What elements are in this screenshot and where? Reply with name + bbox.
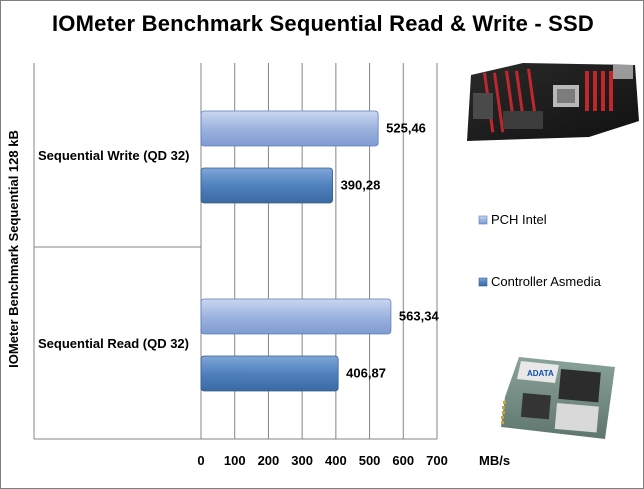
legend-swatch-pch xyxy=(478,215,488,225)
x-tick-label-600: 600 xyxy=(392,453,414,468)
data-label-write-controller-asmedia: 390,28 xyxy=(341,178,381,193)
ssd-brand-text: ADATA xyxy=(527,369,554,378)
bar-write-pch-intel xyxy=(200,110,379,147)
data-label-read-pch-intel: 563,34 xyxy=(399,309,440,324)
legend-swatch-asmedia xyxy=(478,277,488,287)
x-tick-labels: 0 100 200 300 400 500 600 700 xyxy=(197,453,447,468)
ssd-image: ADATA xyxy=(501,357,615,439)
x-tick-label-500: 500 xyxy=(359,453,381,468)
category-label-write: Sequential Write (QD 32) xyxy=(38,148,189,163)
x-tick-label-300: 300 xyxy=(291,453,313,468)
legend-label-asmedia: Controller Asmedia xyxy=(491,274,602,289)
x-tick-label-400: 400 xyxy=(325,453,347,468)
data-label-read-controller-asmedia: 406,87 xyxy=(346,366,386,381)
x-tick-label-0: 0 xyxy=(197,453,204,468)
bars-group: 525,46 390,28 563,34 406,87 xyxy=(200,110,440,392)
x-axis-title: MB/s xyxy=(479,453,510,468)
bar-read-controller-asmedia xyxy=(200,355,339,392)
x-tick-label-100: 100 xyxy=(224,453,246,468)
x-tick-label-200: 200 xyxy=(258,453,280,468)
chart-title: IOMeter Benchmark Sequential Read & Writ… xyxy=(51,11,595,36)
legend-label-pch: PCH Intel xyxy=(491,212,547,227)
bar-write-controller-asmedia xyxy=(200,167,333,204)
bar-read-pch-intel xyxy=(200,298,392,335)
data-label-write-pch-intel: 525,46 xyxy=(386,121,426,136)
x-tick-label-700: 700 xyxy=(426,453,448,468)
legend: PCH Intel Controller Asmedia xyxy=(478,212,602,289)
y-axis-title: IOMeter Benchmark Sequential 128 kB xyxy=(6,130,21,368)
motherboard-image xyxy=(467,63,639,141)
category-label-read: Sequential Read (QD 32) xyxy=(38,336,189,351)
